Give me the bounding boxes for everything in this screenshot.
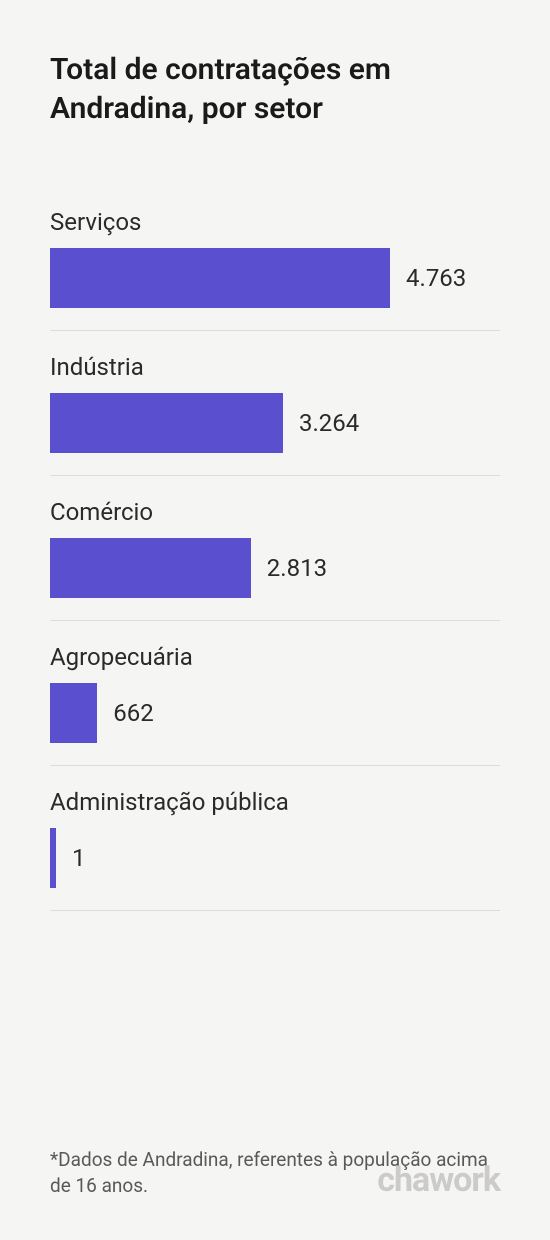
bar-label: Indústria <box>50 353 500 381</box>
bar-container: 4.763 <box>50 248 500 308</box>
chart-title: Total de contratações em Andradina, por … <box>50 50 500 128</box>
bar-value: 662 <box>113 699 153 727</box>
bar-fill <box>50 538 251 598</box>
bar-row: Agropecuária 662 <box>50 643 500 766</box>
bar-row: Indústria 3.264 <box>50 353 500 476</box>
bar-label: Administração pública <box>50 788 500 816</box>
bar-row: Serviços 4.763 <box>50 208 500 331</box>
bar-label: Comércio <box>50 498 500 526</box>
chart-card: Total de contratações em Andradina, por … <box>0 0 550 1240</box>
chart-area: Serviços 4.763 Indústria 3.264 Comércio 2.813… <box>50 208 500 1117</box>
bar-container: 662 <box>50 683 500 743</box>
bar-value: 1 <box>72 844 86 872</box>
bar-row: Comércio 2.813 <box>50 498 500 621</box>
bar-label: Agropecuária <box>50 643 500 671</box>
bar-fill <box>50 828 56 888</box>
bar-value: 3.264 <box>299 409 359 437</box>
bar-value: 4.763 <box>406 264 466 292</box>
bar-fill <box>50 393 283 453</box>
brand-logo: chawork <box>377 1160 500 1200</box>
bar-fill <box>50 683 97 743</box>
bar-fill <box>50 248 390 308</box>
bar-row: Administração pública 1 <box>50 788 500 911</box>
bar-label: Serviços <box>50 208 500 236</box>
bar-container: 1 <box>50 828 500 888</box>
bar-container: 2.813 <box>50 538 500 598</box>
bar-value: 2.813 <box>267 554 327 582</box>
bar-container: 3.264 <box>50 393 500 453</box>
